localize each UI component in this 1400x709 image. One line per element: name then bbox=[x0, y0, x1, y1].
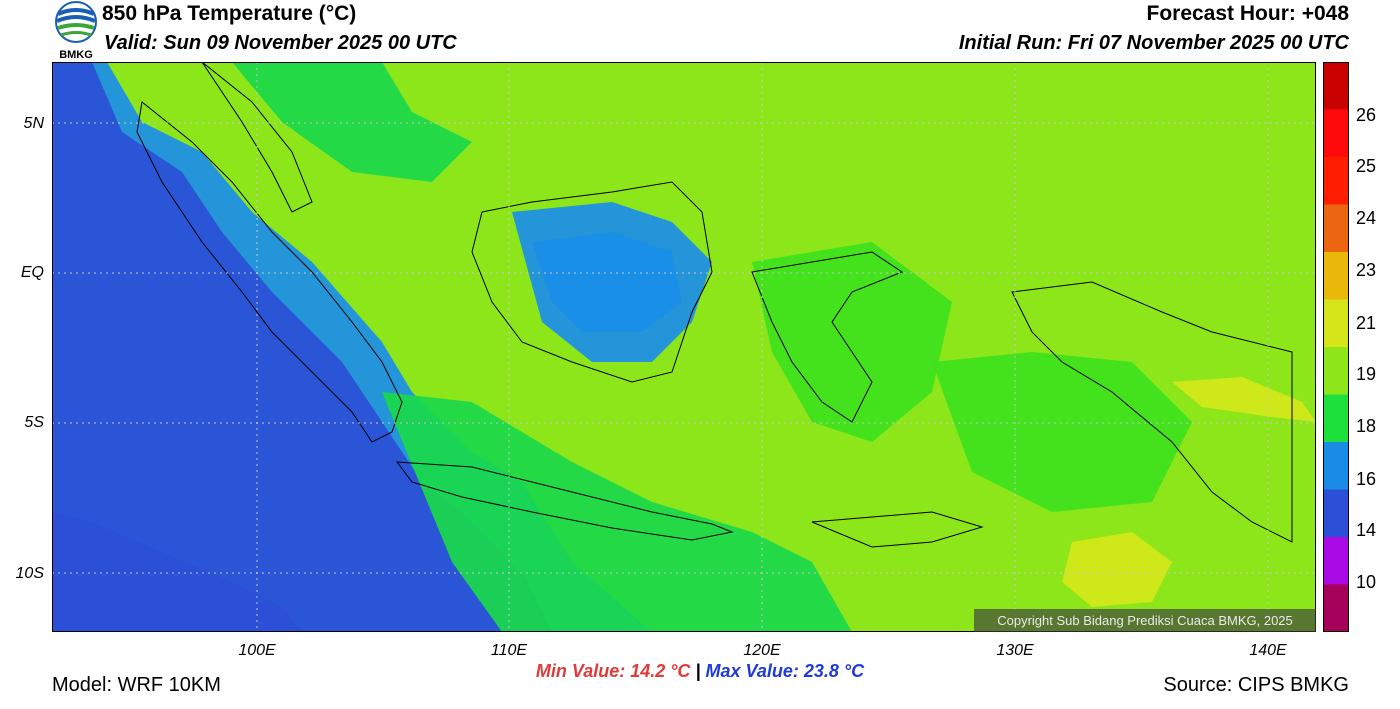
temperature-map: Copyright Sub Bidang Prediksi Cuaca BMKG… bbox=[52, 61, 1316, 632]
valid-time: Valid: Sun 09 November 2025 00 UTC bbox=[104, 32, 457, 54]
colorbar-swatch-10 bbox=[1323, 537, 1349, 585]
coastline-sumatra bbox=[136, 101, 403, 443]
map-canvas bbox=[52, 61, 1316, 632]
colorbar bbox=[1323, 62, 1349, 633]
lon-label-100e: 100E bbox=[238, 642, 276, 659]
colorbar-label-14: 14 bbox=[1356, 520, 1377, 540]
colorbar-label-10: 10 bbox=[1356, 572, 1377, 592]
colorbar-swatch-8 bbox=[1323, 442, 1349, 490]
colorbar-label-24: 24 bbox=[1356, 208, 1377, 228]
coastline-borneo bbox=[471, 181, 713, 383]
min-max-values: Min Value: 14.2 °C | Max Value: 23.8 °C bbox=[0, 661, 1400, 682]
field-16-18-banda bbox=[932, 352, 1192, 512]
copyright-note: Copyright Sub Bidang Prediksi Cuaca BMKG… bbox=[974, 609, 1316, 632]
map-border bbox=[52, 62, 1316, 632]
lat-label-10s: 10S bbox=[15, 565, 44, 582]
field-lt14-sw bbox=[52, 512, 302, 632]
colorbar-label-25: 25 bbox=[1356, 156, 1377, 176]
lon-label-110e: 110E bbox=[490, 642, 528, 659]
colorbar-swatch-11 bbox=[1323, 584, 1349, 633]
field-16-18-south bbox=[382, 392, 852, 632]
colorbar-label-16: 16 bbox=[1356, 469, 1377, 489]
min-max-separator: | bbox=[695, 661, 701, 681]
colorbar-label-21: 21 bbox=[1356, 313, 1377, 333]
coastline-java bbox=[395, 461, 734, 541]
colorbar-label-18: 18 bbox=[1356, 416, 1377, 436]
colorbar-swatch-5 bbox=[1323, 299, 1349, 348]
field-21-23-south bbox=[1062, 532, 1172, 607]
lon-label-130e: 130E bbox=[996, 642, 1034, 659]
colorbar-swatch-1 bbox=[1323, 109, 1349, 158]
colorbar-label-26: 26 bbox=[1356, 105, 1377, 125]
colorbar-swatches bbox=[1323, 62, 1349, 633]
colorbar-swatch-0 bbox=[1323, 62, 1349, 110]
lat-label-5n: 5N bbox=[23, 115, 44, 132]
source-label: Source: CIPS BMKG bbox=[1163, 674, 1349, 696]
coastline-malaya bbox=[201, 61, 313, 213]
lon-label-120e: 120E bbox=[743, 642, 781, 659]
lat-label-eq: EQ bbox=[20, 264, 44, 281]
colorbar-swatch-4 bbox=[1323, 252, 1349, 300]
colorbar-swatch-9 bbox=[1323, 489, 1349, 538]
coastline-sulawesi bbox=[751, 251, 904, 423]
model-label: Model: WRF 10KM bbox=[52, 674, 221, 696]
field-16-18-north bbox=[232, 62, 472, 182]
colorbar-swatch-3 bbox=[1323, 204, 1349, 253]
logo-text: BMKG bbox=[59, 49, 93, 61]
field-14-16-borneo bbox=[532, 232, 682, 332]
initial-run: Initial Run: Fri 07 November 2025 00 UTC bbox=[958, 32, 1349, 54]
bmkg-logo: BMKG bbox=[52, 0, 100, 62]
lat-label-5s: 5S bbox=[24, 414, 44, 431]
coastline-timor bbox=[811, 511, 984, 548]
colorbar-swatch-2 bbox=[1323, 157, 1349, 205]
colorbar-swatch-6 bbox=[1323, 347, 1349, 395]
field-16-18-sulawesi bbox=[752, 242, 952, 442]
colorbar-border bbox=[1323, 62, 1349, 632]
coastline-papua bbox=[1011, 281, 1293, 543]
max-value: Max Value: 23.8 °C bbox=[705, 661, 865, 681]
min-value: Min Value: 14.2 °C bbox=[535, 661, 691, 681]
chart-title: 850 hPa Temperature (°C) bbox=[102, 2, 357, 25]
field-21-23-papua bbox=[1172, 377, 1316, 422]
colorbar-swatch-7 bbox=[1323, 394, 1349, 443]
colorbar-label-23: 23 bbox=[1356, 260, 1377, 280]
forecast-hour: Forecast Hour: +048 bbox=[1146, 2, 1350, 25]
lon-label-140e: 140E bbox=[1249, 642, 1287, 659]
colorbar-label-19: 19 bbox=[1356, 364, 1377, 384]
